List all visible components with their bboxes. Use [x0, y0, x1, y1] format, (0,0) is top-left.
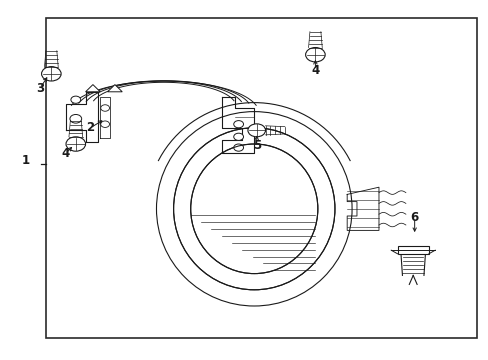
Text: 2: 2 [86, 121, 94, 134]
FancyBboxPatch shape [397, 246, 428, 254]
Ellipse shape [190, 144, 317, 274]
Text: 6: 6 [410, 211, 418, 224]
Ellipse shape [173, 128, 334, 290]
Polygon shape [85, 85, 100, 92]
Circle shape [247, 124, 265, 137]
Text: 1: 1 [21, 154, 29, 167]
Circle shape [70, 114, 81, 123]
Circle shape [41, 67, 61, 81]
Bar [46, 18, 476, 338]
Circle shape [233, 121, 243, 128]
Text: 3: 3 [36, 82, 44, 95]
Circle shape [305, 48, 325, 62]
Circle shape [233, 133, 243, 140]
Ellipse shape [156, 112, 351, 306]
Circle shape [71, 96, 81, 103]
Text: 4: 4 [311, 64, 319, 77]
Circle shape [101, 105, 109, 111]
Circle shape [66, 137, 85, 151]
Polygon shape [107, 85, 122, 92]
Text: 5: 5 [252, 139, 260, 152]
Text: 4: 4 [62, 147, 70, 159]
Circle shape [233, 144, 243, 151]
Circle shape [101, 121, 109, 127]
